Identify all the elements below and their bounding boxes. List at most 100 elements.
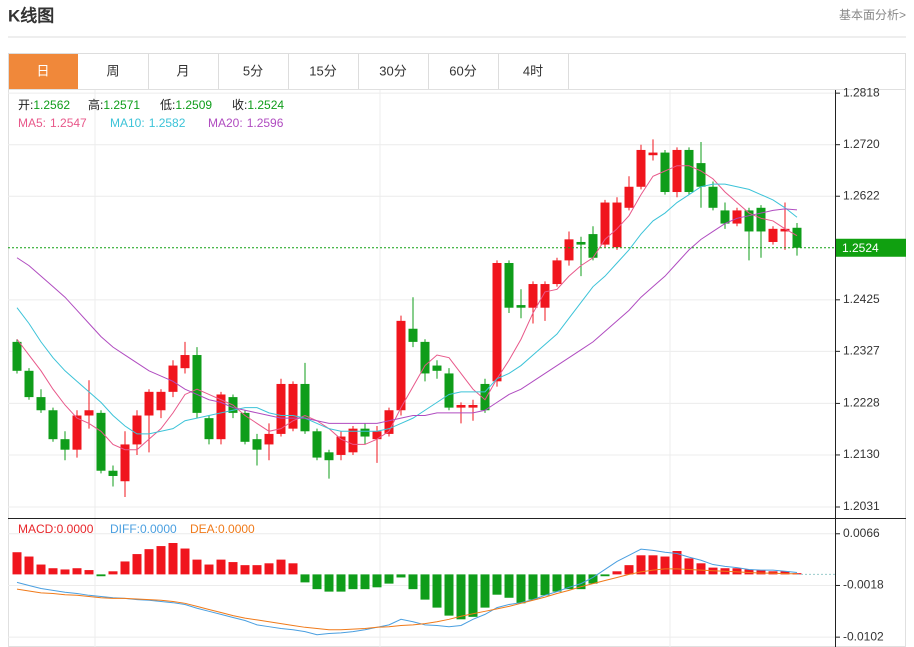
candle-body (36, 397, 46, 411)
candle-body (516, 305, 526, 308)
macd-bar (540, 574, 550, 596)
candle-body (156, 391, 166, 411)
ohlc-value: 1.2571 (103, 98, 140, 112)
candle-body (588, 234, 598, 258)
macd-bar (624, 565, 634, 575)
legend-row: MA5: 1.2547 (18, 116, 87, 130)
y-tick-label: 1.2327 (843, 344, 880, 358)
ohlc-value: 1.2509 (175, 98, 212, 112)
macd-bar (684, 558, 694, 575)
candle-body (732, 210, 742, 224)
y-tick-label: 1.2720 (843, 137, 880, 151)
macd-bar (648, 555, 658, 575)
macd-bar (84, 570, 94, 575)
ma-name: MA10: (110, 116, 145, 130)
candle-body (708, 186, 718, 208)
candle-body (444, 373, 454, 408)
ma-line (16, 208, 798, 424)
macd-bar (132, 554, 142, 575)
candle-body (288, 383, 298, 429)
tab[interactable]: 4时 (523, 63, 543, 78)
ma-value: 1.2547 (50, 116, 87, 130)
macd-bar (780, 571, 790, 575)
tab[interactable]: 5分 (243, 63, 263, 78)
macd-line (16, 548, 798, 636)
macd-bar (504, 574, 514, 598)
line-value: 0.0000 (140, 522, 177, 536)
line-name: DEA: (190, 522, 218, 536)
legend-row: 开:1.2562 (18, 98, 70, 112)
candle-body (96, 412, 106, 471)
tab[interactable]: 月 (176, 63, 189, 78)
y-tick-label: 1.2818 (843, 85, 880, 99)
tab[interactable]: 30分 (379, 63, 406, 78)
candle-body (744, 210, 754, 232)
candle-body (768, 228, 778, 242)
legend-row: 高:1.2571 (88, 97, 140, 112)
macd-bar (312, 574, 322, 590)
candle-body (240, 412, 250, 442)
ohlc-value: 1.2562 (33, 98, 70, 112)
macd-bar (660, 556, 670, 575)
ohlc-label: 收: (232, 98, 247, 112)
macd-bar (348, 574, 358, 590)
macd-bar (588, 574, 598, 584)
last-price-label: 1.2524 (842, 241, 879, 255)
candle-body (348, 428, 358, 453)
ohlc-label: 低: (160, 98, 175, 112)
candle-body (72, 415, 82, 450)
ma-value: 1.2596 (247, 116, 284, 130)
candle-body (372, 431, 382, 440)
candle-body (648, 152, 658, 156)
candle-body (396, 320, 406, 411)
macd-bar (576, 574, 586, 590)
macd-bar (372, 574, 382, 588)
candle-body (792, 227, 802, 248)
tab[interactable]: 日 (36, 63, 49, 78)
macd-bar (492, 574, 502, 595)
candle-body (336, 436, 346, 455)
macd-bar (300, 574, 310, 583)
macd-bar (12, 552, 22, 575)
tab[interactable]: 60分 (449, 63, 476, 78)
macd-bar (24, 556, 34, 575)
y-tick-label: 1.2130 (843, 447, 880, 461)
macd-bar (288, 563, 298, 575)
candle-body (600, 202, 610, 245)
candle-body (480, 383, 490, 411)
candle-body (48, 410, 58, 440)
macd-value: 0.0000 (57, 522, 94, 536)
ma-name: MA5: (18, 116, 46, 130)
y-tick-label: 0.0066 (843, 526, 880, 540)
candle-body (108, 470, 118, 476)
macd-bar (96, 574, 106, 577)
candle-body (780, 228, 790, 232)
candle-body (576, 241, 586, 245)
macd-bar (444, 574, 454, 616)
candle-body (144, 391, 154, 416)
macd-bar (252, 565, 262, 575)
ma-line (16, 165, 798, 451)
tab[interactable]: 15分 (309, 63, 336, 78)
macd-bar (384, 574, 394, 584)
y-tick-label: -0.0018 (843, 578, 884, 592)
macd-bar (276, 559, 286, 575)
macd-bar (528, 574, 538, 600)
macd-bar (204, 564, 214, 575)
candle-body (276, 383, 286, 434)
fundamental-link[interactable]: 基本面分析> (839, 8, 906, 22)
legend-row: 收:1.2524 (232, 98, 284, 112)
macd-bar (144, 549, 154, 575)
candle-body (120, 444, 130, 482)
candle-body (60, 439, 70, 450)
macd-name: MACD: (18, 522, 57, 536)
y-tick-label: 1.2228 (843, 396, 880, 410)
macd-bar (552, 574, 562, 592)
tab[interactable]: 周 (106, 63, 119, 78)
tab-active-bg (9, 54, 78, 89)
ma-line (16, 183, 798, 435)
legend-row: 低:1.2509 (160, 98, 212, 112)
candle-body (420, 341, 430, 374)
candle-body (456, 404, 466, 408)
